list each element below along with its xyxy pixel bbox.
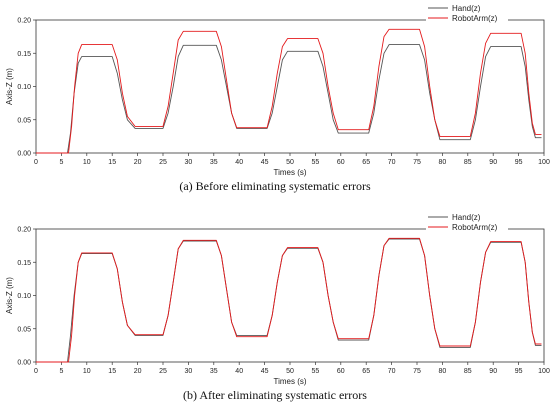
x-tick-label: 35 xyxy=(210,159,218,166)
x-tick-label: 100 xyxy=(538,368,550,375)
x-tick-label: 90 xyxy=(489,159,497,166)
x-tick-label: 5 xyxy=(59,159,63,166)
x-tick-label: 0 xyxy=(34,159,38,166)
x-tick-label: 20 xyxy=(134,159,142,166)
y-tick-label: 0.20 xyxy=(17,18,31,25)
x-tick-label: 40 xyxy=(235,368,243,375)
x-tick-label: 25 xyxy=(159,159,167,166)
x-tick-label: 65 xyxy=(362,159,370,166)
legend-label: Hand(z) xyxy=(452,4,481,13)
x-tick-label: 100 xyxy=(538,159,550,166)
y-tick-label: 0.05 xyxy=(17,117,31,124)
y-tick-label: 0.05 xyxy=(17,326,31,333)
series-line-robotarm xyxy=(36,237,542,363)
x-tick-label: 15 xyxy=(108,159,116,166)
y-tick-label: 0.00 xyxy=(17,360,31,367)
y-tick-label: 0.15 xyxy=(17,51,31,58)
x-tick-label: 50 xyxy=(286,368,294,375)
x-tick-label: 15 xyxy=(108,368,116,375)
y-axis-title: Axis-Z (m) xyxy=(5,68,14,105)
plot-frame xyxy=(35,228,545,363)
series-line-robotarm xyxy=(36,28,542,154)
x-tick-label: 95 xyxy=(515,159,523,166)
x-tick-label: 45 xyxy=(261,368,269,375)
x-axis-title: Times (s) xyxy=(273,168,306,177)
x-tick-label: 65 xyxy=(362,368,370,375)
x-tick-label: 20 xyxy=(134,368,142,375)
x-tick-label: 70 xyxy=(388,368,396,375)
y-tick-label: 0.10 xyxy=(17,293,31,300)
legend-label: Hand(z) xyxy=(452,213,481,222)
x-tick-label: 90 xyxy=(489,368,497,375)
x-tick-label: 50 xyxy=(286,159,294,166)
series-line-hand xyxy=(36,238,542,363)
legend-label: RobotArm(z) xyxy=(452,14,498,23)
figure-caption: (a) Before eliminating systematic errors xyxy=(179,179,371,193)
series-line-hand xyxy=(36,44,542,154)
x-tick-label: 0 xyxy=(34,368,38,375)
y-tick-label: 0.20 xyxy=(17,227,31,234)
y-tick-label: 0.15 xyxy=(17,260,31,267)
x-tick-label: 70 xyxy=(388,159,396,166)
x-tick-label: 10 xyxy=(83,159,91,166)
x-axis-title: Times (s) xyxy=(273,377,306,386)
x-tick-label: 85 xyxy=(464,159,472,166)
x-tick-label: 80 xyxy=(439,368,447,375)
legend-label: RobotArm(z) xyxy=(452,223,498,232)
chart-after: 0 5 10 15 20 25 30 35 40 45 50 55 60 65 70 75 80 85 90 95 10… xyxy=(5,211,550,402)
x-tick-label: 80 xyxy=(439,159,447,166)
y-axis-title: Axis-Z (m) xyxy=(5,277,14,314)
x-tick-label: 60 xyxy=(337,368,345,375)
x-tick-label: 85 xyxy=(464,368,472,375)
x-tick-label: 10 xyxy=(83,368,91,375)
x-tick-label: 40 xyxy=(235,159,243,166)
plot-frame xyxy=(35,19,545,154)
x-tick-label: 60 xyxy=(337,159,345,166)
x-tick-label: 30 xyxy=(185,159,193,166)
x-tick-label: 75 xyxy=(413,368,421,375)
x-tick-label: 75 xyxy=(413,159,421,166)
x-tick-label: 35 xyxy=(210,368,218,375)
chart-before: 0 5 10 15 20 25 30 35 40 45 50 55 60 65 70 75 80 85 90 95 10… xyxy=(5,2,550,193)
x-tick-label: 5 xyxy=(59,368,63,375)
figure-caption: (b) After eliminating systematic errors xyxy=(183,388,367,402)
x-tick-label: 30 xyxy=(185,368,193,375)
x-tick-label: 25 xyxy=(159,368,167,375)
x-tick-label: 45 xyxy=(261,159,269,166)
y-tick-label: 0.10 xyxy=(17,84,31,91)
y-tick-label: 0.00 xyxy=(17,151,31,158)
x-tick-label: 95 xyxy=(515,368,523,375)
x-tick-label: 55 xyxy=(312,368,320,375)
x-tick-label: 55 xyxy=(312,159,320,166)
